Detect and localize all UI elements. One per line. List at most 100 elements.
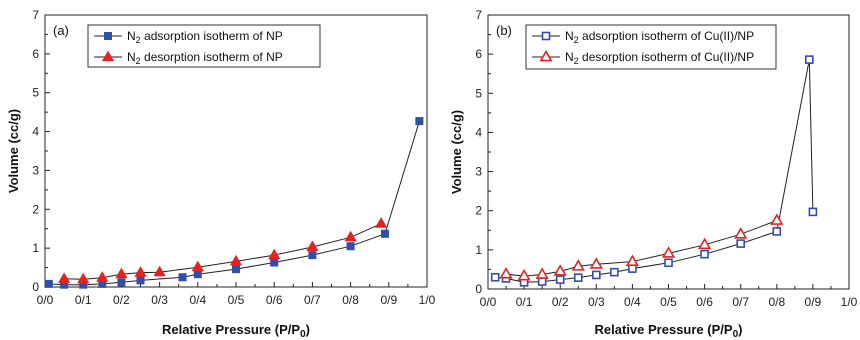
series-line <box>495 59 814 283</box>
x-tick-label: 0/7 <box>304 293 321 307</box>
legend-box <box>525 24 777 70</box>
data-point-adsorption <box>136 276 145 285</box>
x-tick-label: 0/8 <box>768 295 785 309</box>
data-point-desorption <box>344 230 357 242</box>
x-axis-label-subscript: 0 <box>733 329 739 340</box>
y-tick-label: 3 <box>475 165 482 179</box>
data-point-adsorption <box>700 249 709 259</box>
legend-marker <box>541 31 551 41</box>
x-axis-label-subscript: 0 <box>300 329 306 340</box>
x-tick-label: 0/5 <box>660 295 677 309</box>
y-tick-label: 2 <box>32 202 39 216</box>
data-point-desorption <box>306 240 319 252</box>
data-point-adsorption <box>537 277 547 286</box>
panel-label: (b) <box>496 23 512 38</box>
data-point-adsorption <box>490 272 500 282</box>
data-point-adsorption <box>591 270 601 280</box>
x-tick-label: 0/4 <box>189 293 206 307</box>
y-tick-label: 7 <box>32 8 39 22</box>
x-tick-label: 1/0 <box>841 295 858 309</box>
data-point-desorption <box>625 254 640 266</box>
data-point-desorption <box>229 254 243 266</box>
data-point-adsorption <box>44 279 53 288</box>
x-tick-label: 0/9 <box>380 293 397 307</box>
legend-entry: N2 desorption isotherm of NP <box>127 50 283 66</box>
legend-box <box>87 24 321 68</box>
data-point-adsorption <box>270 258 279 267</box>
x-tick-label: 0/0 <box>37 293 54 307</box>
y-tick-label: 3 <box>32 163 39 177</box>
chart-panel-a: 0/0 0/1 0/2 0/3 0/4 0/5 0/6 0/7 0/8 0/9 1/0 0 1 2 3 4 5 6… <box>6 8 436 340</box>
data-point-adsorption <box>573 273 583 282</box>
y-axis-label: Volume (cc/g) <box>6 109 21 193</box>
x-tick-label: 0/7 <box>732 295 749 309</box>
x-tick-label: 0/6 <box>266 293 283 307</box>
data-point-desorption <box>535 267 549 279</box>
x-axis-label: Relative Pressure (P/P0) <box>162 322 310 340</box>
x-tick-label: 0/3 <box>151 293 168 307</box>
x-tick-label: 1/0 <box>419 293 436 307</box>
y-tick-label: 0 <box>475 282 482 296</box>
legend-marker <box>101 50 115 62</box>
data-point-adsorption <box>808 207 818 217</box>
data-point-adsorption <box>804 55 814 64</box>
data-point-desorption <box>770 213 784 225</box>
legend-entry-subscript: 2 <box>136 35 141 45</box>
legend-entry-rest: adsorption isotherm of Cu(II)/NP <box>579 29 754 43</box>
x-tick-label: 0/2 <box>552 295 569 309</box>
data-point-desorption <box>115 267 128 279</box>
data-point-desorption <box>499 267 513 279</box>
legend-marker <box>539 49 553 62</box>
panel-label: (a) <box>53 23 69 38</box>
y-tick-label: 7 <box>475 8 482 22</box>
legend-entry-subscript: 2 <box>574 56 579 66</box>
x-axis-label-end: ) <box>738 322 742 337</box>
x-axis-label: Relative Pressure (P/P0) <box>595 322 743 340</box>
x-tick-label: 0/1 <box>516 295 533 309</box>
y-tick-label: 6 <box>32 47 39 61</box>
data-point-desorption <box>58 272 71 283</box>
data-point-adsorption <box>117 278 126 287</box>
data-point-adsorption <box>610 267 619 277</box>
data-point-desorption <box>517 268 531 281</box>
x-tick-label: 0/3 <box>588 295 605 309</box>
legend-entry: N2 adsorption isotherm of Cu(II)/NP <box>565 29 754 45</box>
data-point-desorption <box>661 246 676 258</box>
x-tick-label: 0/1 <box>75 293 92 307</box>
data-point-adsorption <box>346 242 355 251</box>
data-point-adsorption <box>415 117 424 126</box>
y-tick-label: 4 <box>475 125 482 139</box>
x-tick-label: 0/0 <box>480 295 497 309</box>
chart-panel-b: 0/0 0/1 0/2 0/3 0/4 0/5 0/6 0/7 0/8 0/9 1/0 0 1 2 3 4 5 6… <box>449 8 858 340</box>
data-point-desorption <box>571 259 585 271</box>
y-tick-label: 5 <box>475 86 482 100</box>
x-axis-label-end: ) <box>306 322 310 337</box>
data-point-desorption <box>697 237 712 250</box>
data-point-adsorption <box>232 265 240 274</box>
y-tick-label: 0 <box>32 280 39 294</box>
y-tick-label: 6 <box>475 47 482 61</box>
legend: N2 adsorption isotherm of Cu(II)/NP N2 de… <box>525 24 777 70</box>
y-tick-label: 1 <box>475 243 482 257</box>
data-point-desorption <box>153 265 166 277</box>
data-point-desorption <box>268 248 281 260</box>
x-tick-label: 0/9 <box>805 295 822 309</box>
data-point-desorption <box>553 264 567 276</box>
legend: N2 adsorption isotherm of NP N2 desorptio… <box>87 24 321 68</box>
data-point-adsorption <box>380 229 389 238</box>
legend-entry-subscript: 2 <box>574 35 579 45</box>
legend-entry: N2 adsorption isotherm of NP <box>127 29 283 45</box>
y-axis-label: Volume (cc/g) <box>449 110 464 194</box>
series-adsorption <box>490 55 818 287</box>
x-tick-label: 0/5 <box>228 293 245 307</box>
series-desorption <box>499 213 784 281</box>
series-adsorption <box>44 117 424 289</box>
data-point-desorption <box>77 272 90 284</box>
y-tick-label: 4 <box>32 125 39 139</box>
y-tick-label: 1 <box>32 241 39 255</box>
legend-entry-rest: desorption isotherm of Cu(II)/NP <box>579 50 754 64</box>
data-point-adsorption <box>193 270 202 279</box>
legend-entry-rest: adsorption isotherm of NP <box>141 29 283 43</box>
data-point-adsorption <box>628 264 637 273</box>
data-point-desorption <box>191 260 204 272</box>
